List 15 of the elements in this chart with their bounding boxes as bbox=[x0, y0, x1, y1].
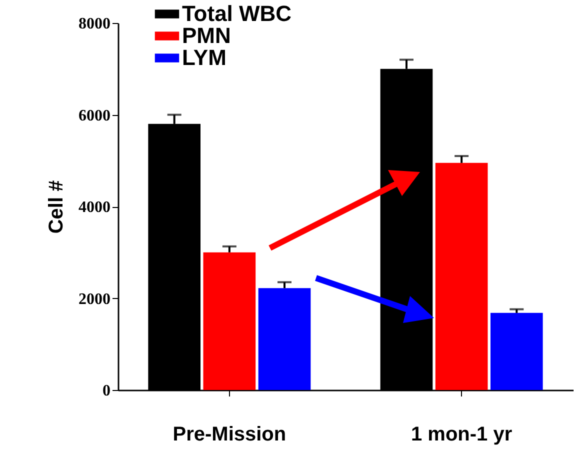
legend-label: LYM bbox=[182, 45, 226, 70]
bar bbox=[435, 162, 488, 390]
bar bbox=[490, 312, 543, 390]
y-tick-label: 6000 bbox=[78, 107, 110, 124]
x-tick-label: Pre-Mission bbox=[172, 424, 286, 446]
y-axis-title: Cell # bbox=[46, 180, 68, 234]
y-tick-label: 2000 bbox=[78, 290, 110, 308]
y-tick-label: 4000 bbox=[78, 199, 110, 216]
legend-label: Total WBC bbox=[182, 1, 292, 26]
y-tick-label: 0 bbox=[102, 382, 110, 400]
legend-label: PMN bbox=[182, 23, 231, 48]
x-tick-label: 1 mon-1 yr bbox=[410, 424, 512, 446]
bar bbox=[203, 252, 256, 390]
bar bbox=[258, 288, 311, 390]
y-tick-label: 8000 bbox=[78, 16, 110, 32]
